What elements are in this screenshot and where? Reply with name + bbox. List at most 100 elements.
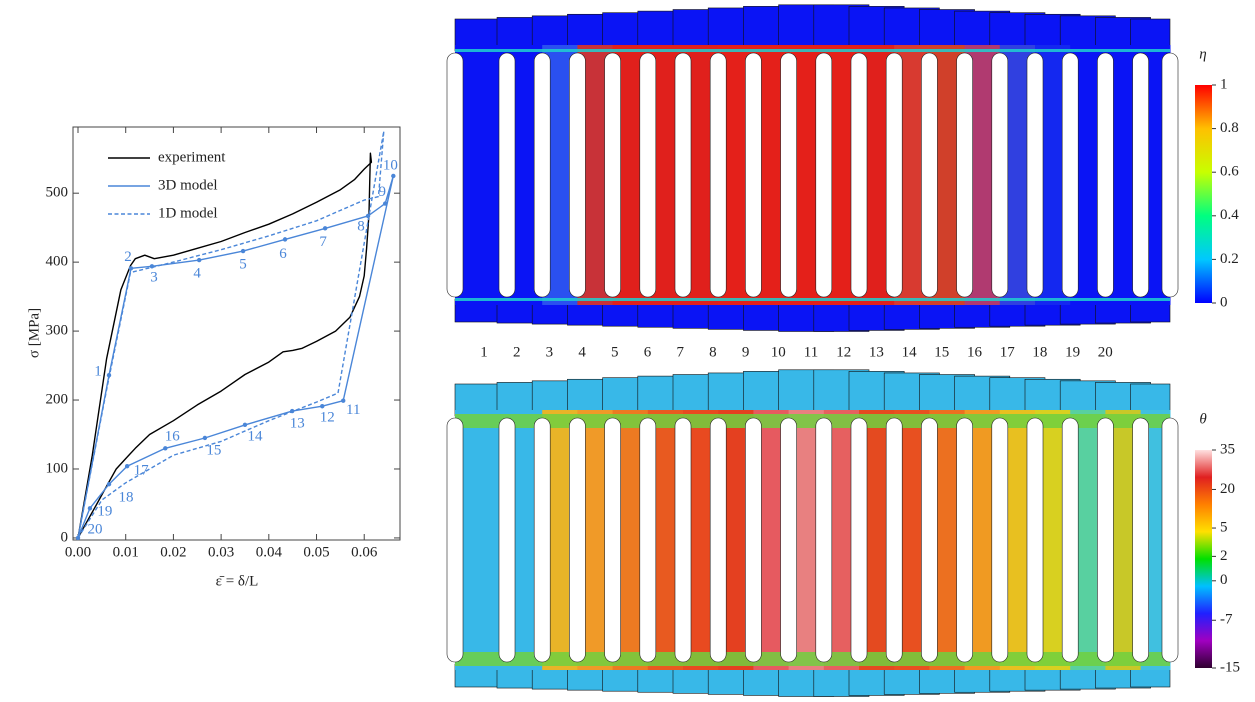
specimen-label: 6	[644, 344, 652, 360]
state-marker	[391, 174, 395, 178]
colorbar-tick-label: -7	[1220, 612, 1233, 628]
specimen-label: 11	[804, 344, 818, 360]
state-marker	[129, 266, 133, 270]
state-marker	[125, 464, 129, 468]
transition-band	[455, 49, 1170, 52]
colorbar-tick-label: 0.6	[1220, 164, 1239, 180]
colorbar-symbol: η	[1199, 46, 1206, 62]
slot	[534, 53, 550, 297]
slot	[1062, 53, 1078, 297]
series-line	[78, 131, 384, 538]
specimen-label: 13	[869, 344, 884, 360]
specimen-label: 15	[934, 344, 949, 360]
specimen-label: 17	[1000, 344, 1016, 360]
y-tick-label: 0	[61, 529, 69, 545]
specimen-label: 16	[967, 344, 983, 360]
slot	[605, 53, 621, 297]
slot	[1162, 418, 1178, 662]
state-label: 19	[97, 504, 112, 520]
slot	[447, 418, 463, 662]
state-marker	[88, 506, 92, 510]
state-marker	[163, 446, 167, 450]
colorbar-tick-label: 0.2	[1220, 251, 1239, 267]
slot	[605, 418, 621, 662]
slot	[710, 53, 726, 297]
specimen-label: 14	[902, 344, 918, 360]
colorbar-tick-label: 0.8	[1220, 120, 1239, 136]
state-marker	[341, 399, 345, 403]
state-marker	[383, 201, 387, 205]
x-tick-label: 0.02	[160, 544, 186, 560]
specimen-label: 10	[771, 344, 786, 360]
state-label: 18	[119, 490, 134, 506]
slot	[534, 418, 550, 662]
specimen-label: 8	[709, 344, 717, 360]
colorbar-symbol: θ	[1199, 411, 1207, 427]
slot	[1133, 53, 1149, 297]
series-line	[78, 153, 371, 538]
specimen-label: 7	[676, 344, 684, 360]
state-label: 16	[165, 429, 181, 445]
slot	[675, 53, 691, 297]
state-label: 4	[193, 266, 201, 282]
slot	[1133, 418, 1149, 662]
state-label: 10	[383, 157, 398, 173]
state-label: 3	[150, 270, 158, 286]
slot	[640, 53, 656, 297]
slot	[816, 418, 832, 662]
specimen-label: 4	[578, 344, 586, 360]
y-tick-label: 100	[46, 460, 69, 476]
legend-label: 1D model	[158, 205, 218, 221]
slot	[921, 53, 937, 297]
specimen-label: 2	[513, 344, 521, 360]
specimen-label: 9	[742, 344, 750, 360]
state-label: 13	[290, 416, 305, 432]
figure: ε̄ = δ/L σ [MPa] 0.000.010.020.030.040.0…	[0, 0, 1255, 702]
colorbar	[1195, 450, 1212, 668]
slot	[851, 418, 867, 662]
state-label: 8	[357, 218, 365, 234]
y-tick-label: 200	[46, 391, 69, 407]
slot	[1027, 53, 1043, 297]
slot	[745, 418, 761, 662]
slot	[1162, 53, 1178, 297]
x-tick-label: 0.03	[208, 544, 234, 560]
colorbar	[1195, 85, 1212, 303]
slot	[781, 53, 797, 297]
colorbar-tick-label: 1	[1220, 76, 1228, 92]
transition-band	[455, 298, 1170, 301]
state-marker	[243, 423, 247, 427]
slot	[640, 418, 656, 662]
specimen-label: 3	[546, 344, 554, 360]
y-tick-label: 400	[46, 254, 69, 270]
colorbar-tick-label: 0	[1220, 294, 1228, 310]
slot	[992, 53, 1008, 297]
state-label: 14	[247, 428, 263, 444]
colorbar-tick-label: -15	[1220, 659, 1240, 675]
colorbar-tick-label: 5	[1220, 519, 1228, 535]
x-tick-label: 0.06	[351, 544, 378, 560]
state-label: 7	[319, 234, 327, 250]
state-marker	[203, 436, 207, 440]
specimen-label: 1	[480, 344, 488, 360]
legend-label: 3D model	[158, 177, 218, 193]
slot	[745, 53, 761, 297]
y-tick-label: 500	[46, 185, 69, 201]
x-tick-label: 0.01	[113, 544, 139, 560]
slot	[921, 418, 937, 662]
slot	[710, 418, 726, 662]
slot	[1027, 418, 1043, 662]
specimen-label: 19	[1065, 344, 1080, 360]
slot	[886, 53, 902, 297]
slot	[1097, 53, 1113, 297]
slot	[816, 53, 832, 297]
colorbar-tick-label: 2	[1220, 548, 1228, 564]
slot	[675, 418, 691, 662]
x-tick-label: 0.05	[303, 544, 329, 560]
specimen-label: 12	[836, 344, 851, 360]
slot	[569, 418, 585, 662]
slot	[992, 418, 1008, 662]
slot	[499, 418, 515, 662]
colorbar-tick-label: 20	[1220, 481, 1235, 497]
colorbar-tick-label: 35	[1220, 441, 1235, 457]
